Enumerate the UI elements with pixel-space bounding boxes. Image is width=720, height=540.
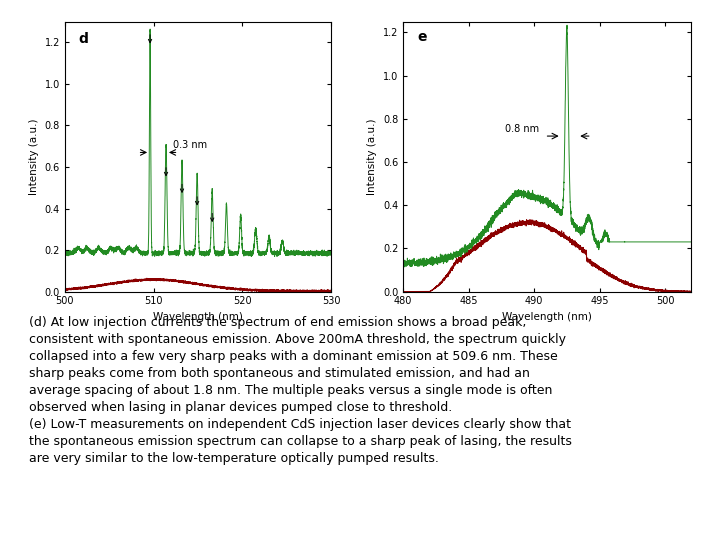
Y-axis label: Intensity (a.u.): Intensity (a.u.) <box>367 118 377 195</box>
X-axis label: Wavelength (nm): Wavelength (nm) <box>503 312 592 322</box>
Text: 0.8 nm: 0.8 nm <box>505 124 539 134</box>
Y-axis label: Intensity (a.u.): Intensity (a.u.) <box>29 118 39 195</box>
X-axis label: Wavelength (nm): Wavelength (nm) <box>153 312 243 322</box>
Text: d: d <box>78 32 88 46</box>
Text: e: e <box>418 30 427 44</box>
Text: 0.3 nm: 0.3 nm <box>173 140 207 150</box>
Text: (d) At low injection currents the spectrum of end emission shows a broad peak,
c: (d) At low injection currents the spectr… <box>29 316 572 465</box>
